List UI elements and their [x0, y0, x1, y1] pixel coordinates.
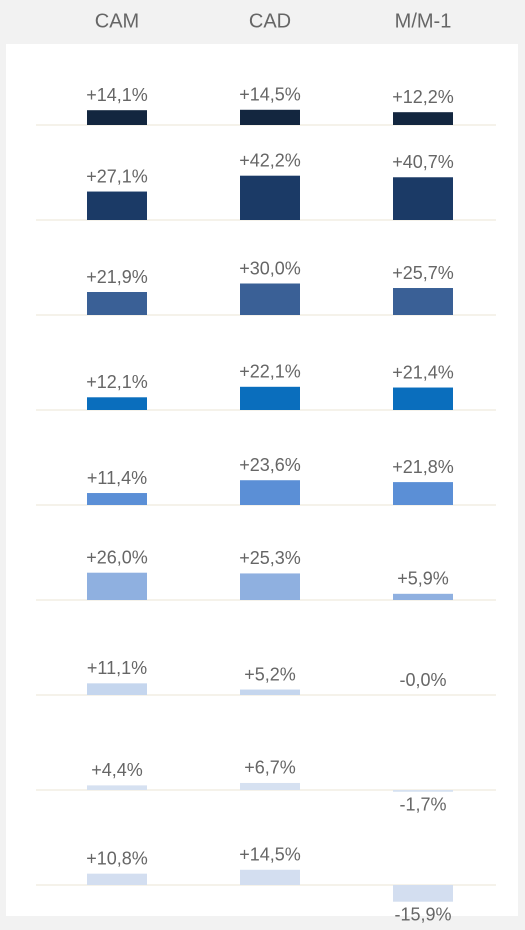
bar — [240, 480, 300, 505]
bar — [87, 572, 147, 600]
value-label: +25,3% — [239, 548, 301, 568]
bar — [87, 110, 147, 125]
bar — [240, 175, 300, 220]
bar — [393, 112, 453, 125]
bar — [393, 885, 453, 902]
value-label: +14,5% — [239, 85, 301, 105]
value-label: +21,9% — [86, 267, 148, 287]
value-label: +30,0% — [239, 258, 301, 278]
bar — [393, 482, 453, 505]
value-label: +42,2% — [239, 150, 301, 170]
value-label: +23,6% — [239, 455, 301, 475]
value-label: +25,7% — [392, 263, 454, 283]
value-label: +27,1% — [86, 166, 148, 186]
value-label: -1,7% — [399, 795, 446, 815]
value-label: +11,4% — [87, 468, 147, 488]
bar — [393, 790, 453, 792]
bar — [87, 785, 147, 790]
column-header: M/M-1 — [395, 10, 452, 32]
value-label: +14,1% — [86, 85, 148, 105]
bar — [87, 493, 147, 505]
bar — [240, 689, 300, 695]
bar — [87, 397, 147, 410]
bar — [240, 283, 300, 315]
bar — [87, 292, 147, 315]
value-label: +10,8% — [86, 848, 148, 868]
bar — [393, 387, 453, 410]
bar — [240, 869, 300, 885]
bar — [87, 683, 147, 695]
value-label: +40,7% — [392, 152, 454, 172]
bar — [87, 191, 147, 220]
value-label: +26,0% — [86, 547, 148, 567]
value-label: +14,5% — [239, 845, 301, 865]
value-label: +12,2% — [392, 87, 454, 107]
value-label: -0,0% — [399, 670, 446, 690]
bar — [240, 109, 300, 125]
value-label: +11,1% — [87, 658, 147, 678]
value-label: +6,7% — [244, 758, 296, 778]
bar — [393, 288, 453, 315]
value-label: +12,1% — [86, 372, 148, 392]
value-label: +21,4% — [392, 362, 454, 382]
value-label: +22,1% — [239, 362, 301, 382]
column-header: CAM — [95, 10, 139, 32]
bar — [240, 782, 300, 790]
bar — [393, 593, 453, 600]
bar — [240, 573, 300, 600]
value-label: +5,2% — [244, 664, 296, 684]
bar — [240, 386, 300, 410]
bar — [393, 177, 453, 220]
bar — [87, 873, 147, 885]
column-header: CAD — [249, 10, 291, 32]
value-label: +5,9% — [397, 569, 449, 589]
value-label: +4,4% — [91, 760, 143, 780]
value-label: +21,8% — [392, 457, 454, 477]
value-label: -15,9% — [394, 904, 451, 924]
